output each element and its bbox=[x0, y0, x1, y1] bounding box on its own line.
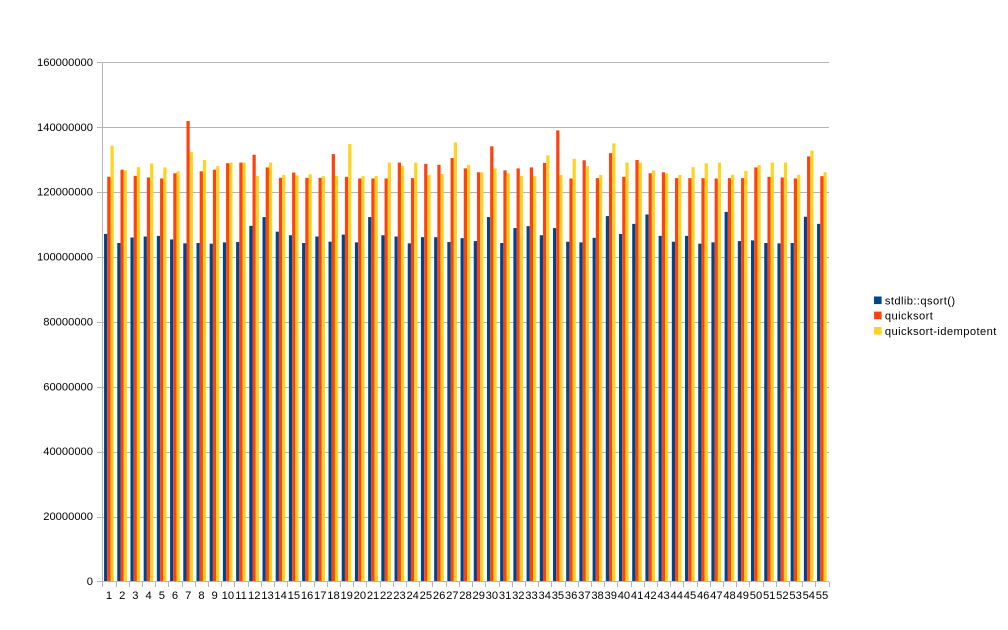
svg-text:11: 11 bbox=[235, 590, 247, 602]
svg-text:quicksort-idempotent: quicksort-idempotent bbox=[885, 326, 997, 338]
svg-text:40000000: 40000000 bbox=[43, 446, 93, 458]
svg-text:27: 27 bbox=[446, 590, 458, 602]
svg-text:55: 55 bbox=[816, 590, 828, 602]
svg-text:20000000: 20000000 bbox=[43, 511, 93, 523]
svg-text:53: 53 bbox=[789, 590, 801, 602]
svg-text:43: 43 bbox=[657, 590, 669, 602]
svg-text:20: 20 bbox=[354, 590, 366, 602]
svg-text:41: 41 bbox=[631, 590, 643, 602]
svg-text:stdlib::qsort(): stdlib::qsort() bbox=[885, 295, 956, 307]
svg-text:47: 47 bbox=[710, 590, 722, 602]
svg-text:28: 28 bbox=[459, 590, 471, 602]
svg-text:18: 18 bbox=[327, 590, 339, 602]
svg-text:6: 6 bbox=[172, 590, 178, 602]
svg-text:51: 51 bbox=[763, 590, 775, 602]
svg-text:4: 4 bbox=[145, 590, 151, 602]
svg-text:26: 26 bbox=[433, 590, 445, 602]
svg-text:7: 7 bbox=[185, 590, 191, 602]
svg-text:24: 24 bbox=[406, 590, 418, 602]
svg-text:33: 33 bbox=[525, 590, 537, 602]
svg-text:60000000: 60000000 bbox=[43, 381, 93, 393]
svg-text:22: 22 bbox=[380, 590, 392, 602]
svg-text:1: 1 bbox=[106, 590, 112, 602]
svg-text:50: 50 bbox=[750, 590, 762, 602]
svg-text:10: 10 bbox=[222, 590, 234, 602]
svg-text:quicksort: quicksort bbox=[885, 310, 934, 322]
svg-text:32: 32 bbox=[512, 590, 524, 602]
svg-text:21: 21 bbox=[367, 590, 379, 602]
svg-text:35: 35 bbox=[552, 590, 564, 602]
svg-text:44: 44 bbox=[671, 590, 683, 602]
svg-text:42: 42 bbox=[644, 590, 656, 602]
svg-text:17: 17 bbox=[314, 590, 326, 602]
svg-text:14: 14 bbox=[274, 590, 286, 602]
svg-text:49: 49 bbox=[737, 590, 749, 602]
svg-text:30: 30 bbox=[486, 590, 498, 602]
svg-text:36: 36 bbox=[565, 590, 577, 602]
svg-text:54: 54 bbox=[803, 590, 815, 602]
svg-text:140000000: 140000000 bbox=[37, 122, 93, 134]
svg-text:2: 2 bbox=[119, 590, 125, 602]
svg-text:48: 48 bbox=[723, 590, 735, 602]
svg-text:9: 9 bbox=[212, 590, 218, 602]
svg-text:46: 46 bbox=[697, 590, 709, 602]
svg-text:12: 12 bbox=[248, 590, 260, 602]
svg-text:45: 45 bbox=[684, 590, 696, 602]
svg-text:13: 13 bbox=[261, 590, 273, 602]
svg-text:100000000: 100000000 bbox=[37, 252, 93, 264]
svg-text:15: 15 bbox=[288, 590, 300, 602]
svg-text:0: 0 bbox=[87, 576, 93, 588]
svg-text:38: 38 bbox=[591, 590, 603, 602]
svg-text:160000000: 160000000 bbox=[37, 57, 93, 69]
svg-text:19: 19 bbox=[340, 590, 352, 602]
svg-text:23: 23 bbox=[393, 590, 405, 602]
svg-text:39: 39 bbox=[605, 590, 617, 602]
svg-text:120000000: 120000000 bbox=[37, 187, 93, 199]
svg-text:31: 31 bbox=[499, 590, 511, 602]
svg-text:29: 29 bbox=[472, 590, 484, 602]
svg-text:8: 8 bbox=[198, 590, 204, 602]
svg-text:52: 52 bbox=[776, 590, 788, 602]
svg-text:37: 37 bbox=[578, 590, 590, 602]
svg-text:34: 34 bbox=[538, 590, 550, 602]
svg-text:25: 25 bbox=[420, 590, 432, 602]
svg-text:40: 40 bbox=[618, 590, 630, 602]
svg-text:80000000: 80000000 bbox=[43, 316, 93, 328]
svg-text:5: 5 bbox=[159, 590, 165, 602]
svg-text:3: 3 bbox=[132, 590, 138, 602]
svg-text:16: 16 bbox=[301, 590, 313, 602]
